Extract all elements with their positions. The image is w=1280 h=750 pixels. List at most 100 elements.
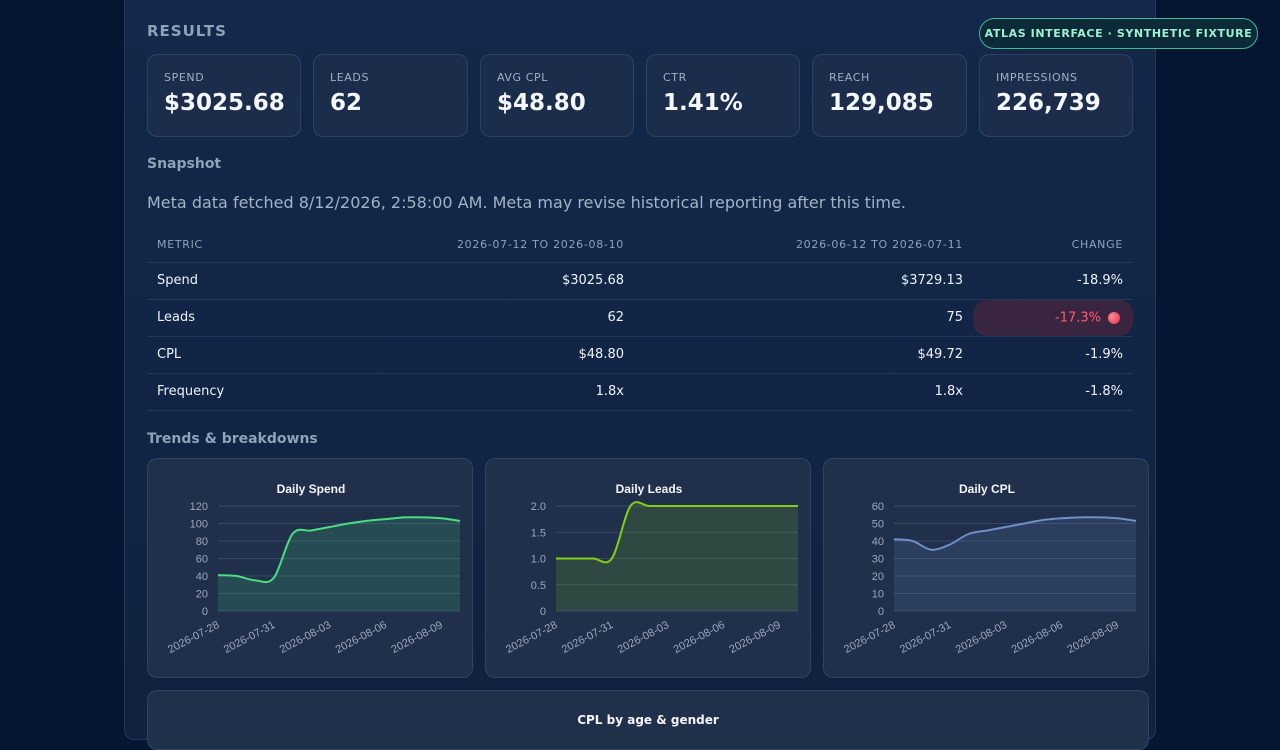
column-header-current: 2026-07-12 TO 2026-08-10 [327, 228, 634, 263]
y-tick-label: 60 [872, 501, 884, 513]
y-tick-label: 50 [872, 519, 884, 531]
x-tick-label: 2026-08-03 [616, 619, 671, 656]
alert-dot-icon [1108, 311, 1120, 324]
y-tick-label: 1.0 [531, 554, 546, 566]
chart-title: Daily Leads [616, 482, 683, 496]
y-tick-label: 20 [872, 571, 884, 583]
metric-change-cell: -17.3% [973, 299, 1133, 337]
y-tick-label: 40 [196, 571, 208, 583]
x-tick-label: 2026-08-06 [1010, 619, 1065, 656]
fetched-note: Meta data fetched 8/12/2026, 2:58:00 AM.… [147, 193, 906, 212]
series-line [217, 516, 461, 584]
column-header-previous: 2026-06-12 TO 2026-07-11 [634, 228, 973, 263]
kpi-value: $3025.68 [164, 90, 285, 116]
x-tick-label: 2026-08-06 [334, 619, 389, 656]
x-tick-label: 2026-07-31 [898, 619, 953, 656]
metric-current: $3025.68 [327, 262, 634, 300]
x-tick-label: 2026-08-09 [389, 619, 444, 656]
metric-previous: 1.8x [634, 373, 973, 411]
kpi-label: IMPRESSIONS [996, 71, 1078, 84]
kpi-label: AVG CPL [497, 71, 549, 84]
y-tick-label: 80 [196, 536, 208, 548]
series-area [894, 517, 1136, 611]
metric-current: 1.8x [327, 373, 634, 411]
kpi-value: $48.80 [497, 90, 586, 116]
results-title: RESULTS [147, 22, 227, 40]
metric-name: CPL [147, 336, 327, 374]
kpi-card-impressions: IMPRESSIONS 226,739 [979, 54, 1133, 137]
kpi-value: 226,739 [996, 90, 1101, 116]
y-tick-label: 30 [872, 554, 884, 566]
fixture-badge: ATLAS INTERFACE · SYNTHETIC FIXTURE [979, 18, 1258, 49]
kpi-label: CTR [663, 71, 687, 84]
x-tick-label: 2026-08-03 [278, 619, 333, 656]
series-line [556, 501, 798, 564]
metric-previous: $49.72 [634, 336, 973, 374]
series-line [893, 516, 1137, 551]
y-tick-label: 0 [540, 606, 546, 618]
metric-previous: $3729.13 [634, 262, 973, 300]
y-tick-label: 2.0 [531, 501, 546, 513]
kpi-card-leads: LEADS 62 [313, 54, 468, 137]
daily-cpl-chart: Daily CPL 0 10 20 30 40 50 60 2026-07-28 2026-07-… [842, 482, 1137, 656]
metric-change: -1.8% [973, 373, 1133, 411]
kpi-value: 129,085 [829, 90, 934, 116]
y-tick-label: 60 [196, 554, 208, 566]
x-tick-label: 2026-07-28 [842, 619, 897, 656]
snapshot-table: METRIC 2026-07-12 TO 2026-08-10 2026-06-… [147, 228, 1133, 411]
snapshot-title: Snapshot [147, 156, 222, 172]
metric-change: -18.9% [973, 262, 1133, 300]
kpi-label: REACH [829, 71, 870, 84]
x-tick-label: 2026-08-03 [954, 619, 1009, 656]
y-tick-label: 100 [190, 519, 208, 531]
metric-previous: 75 [634, 299, 973, 337]
table-row: CPL $48.80 $49.72 -1.9% [147, 336, 1133, 374]
kpi-card-ctr: CTR 1.41% [646, 54, 800, 137]
kpi-value: 1.41% [663, 90, 743, 116]
negative-change-pill [973, 299, 1133, 336]
metric-change: -17.3% [1055, 310, 1101, 325]
column-header-change: CHANGE [973, 228, 1133, 263]
kpi-label: SPEND [164, 71, 205, 84]
table-row: Leads 62 75 -17.3% [147, 299, 1133, 337]
metric-change: -1.9% [973, 336, 1133, 374]
y-tick-label: 120 [190, 501, 208, 513]
metric-name: Leads [147, 299, 327, 337]
trends-title: Trends & breakdowns [147, 431, 318, 447]
metric-current: 62 [327, 299, 634, 337]
y-tick-label: 40 [872, 536, 884, 548]
x-tick-label: 2026-08-09 [727, 619, 782, 656]
x-tick-label: 2026-07-31 [222, 619, 277, 656]
chart-title: Daily Spend [277, 482, 346, 496]
y-tick-label: 0 [202, 606, 208, 618]
x-tick-label: 2026-07-28 [166, 619, 221, 656]
table-row: Spend $3025.68 $3729.13 -18.9% [147, 262, 1133, 300]
kpi-label: LEADS [330, 71, 370, 84]
x-tick-label: 2026-07-28 [504, 619, 559, 656]
y-tick-label: 0.5 [531, 580, 546, 592]
kpi-card-spend: SPEND $3025.68 [147, 54, 301, 137]
y-tick-label: 1.5 [531, 527, 546, 539]
daily-spend-chart-card: Daily Spend 0 20 40 60 80 100 120 2026-07-28 2026… [147, 458, 473, 678]
series-area [556, 502, 798, 611]
metric-name: Frequency [147, 373, 327, 411]
metric-name: Spend [147, 262, 327, 300]
x-tick-label: 2026-08-09 [1065, 619, 1120, 656]
daily-cpl-chart-card: Daily CPL 0 10 20 30 40 50 60 2026-07-28 2026-07-… [823, 458, 1149, 678]
cpl-by-age-gender-card: CPL by age & gender [147, 690, 1149, 750]
y-tick-label: 0 [878, 606, 884, 618]
kpi-value: 62 [330, 90, 363, 116]
series-area [218, 517, 460, 611]
kpi-card-reach: REACH 129,085 [812, 54, 967, 137]
y-tick-label: 10 [872, 589, 884, 601]
daily-leads-chart-card: Daily Leads 0 0.5 1.0 1.5 2.0 2026-07-28 2026-0… [485, 458, 811, 678]
chart-title: Daily CPL [959, 482, 1015, 496]
x-tick-label: 2026-08-06 [672, 619, 727, 656]
metric-current: $48.80 [327, 336, 634, 374]
table-header-row: METRIC 2026-07-12 TO 2026-08-10 2026-06-… [147, 228, 1133, 263]
x-tick-label: 2026-07-31 [560, 619, 615, 656]
y-tick-label: 20 [196, 589, 208, 601]
chart-title: CPL by age & gender [577, 713, 719, 727]
